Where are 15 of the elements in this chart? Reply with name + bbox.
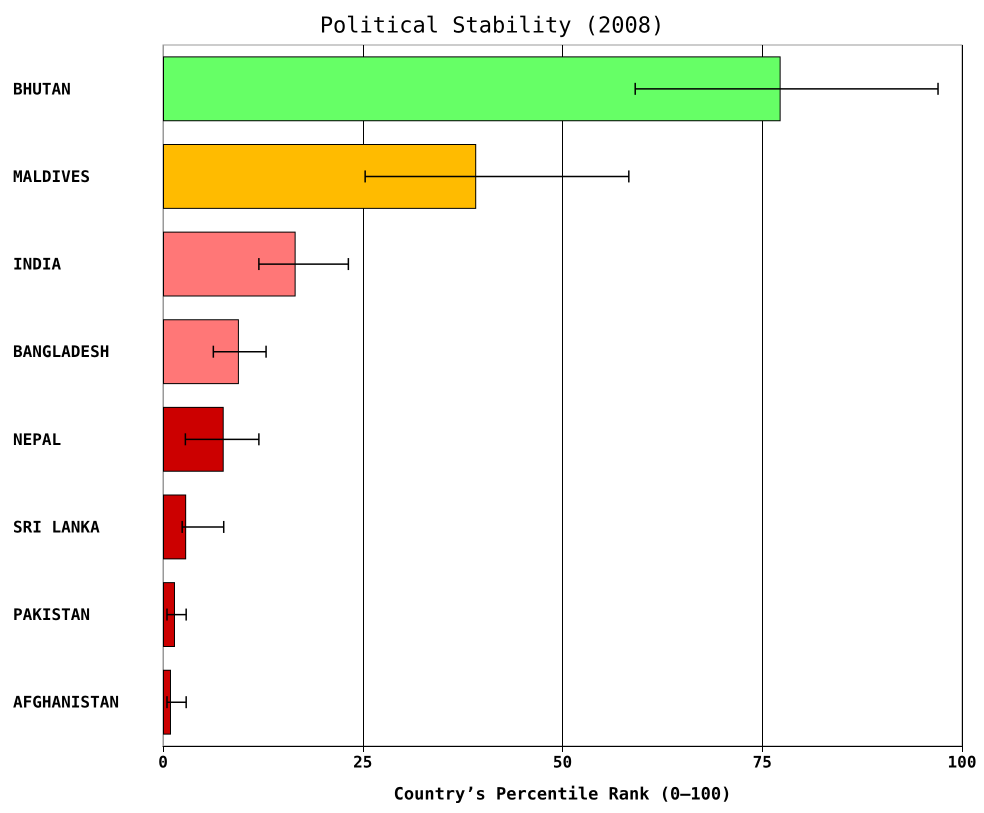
y-tick-label: AFGHANISTAN [13,692,119,712]
y-tick-label: SRI LANKA [13,517,100,536]
x-tick-label: 0 [158,752,168,772]
y-tick-label: MALDIVES [13,166,90,186]
y-tick-label: PAKISTAN [13,605,90,624]
x-tick-label: 75 [752,752,772,772]
chart-title: Political Stability (2008) [320,14,664,38]
x-axis-title: Country’s Percentile Rank (0–100) [394,784,732,804]
y-tick-label: NEPAL [13,430,62,449]
x-tick-label: 50 [552,752,572,772]
y-tick-label: BHUTAN [13,79,71,98]
y-tick-label: BANGLADESH [13,342,110,362]
x-tick-label: 100 [948,752,976,772]
y-tick-label: INDIA [13,254,62,274]
x-tick-label: 25 [353,752,372,772]
